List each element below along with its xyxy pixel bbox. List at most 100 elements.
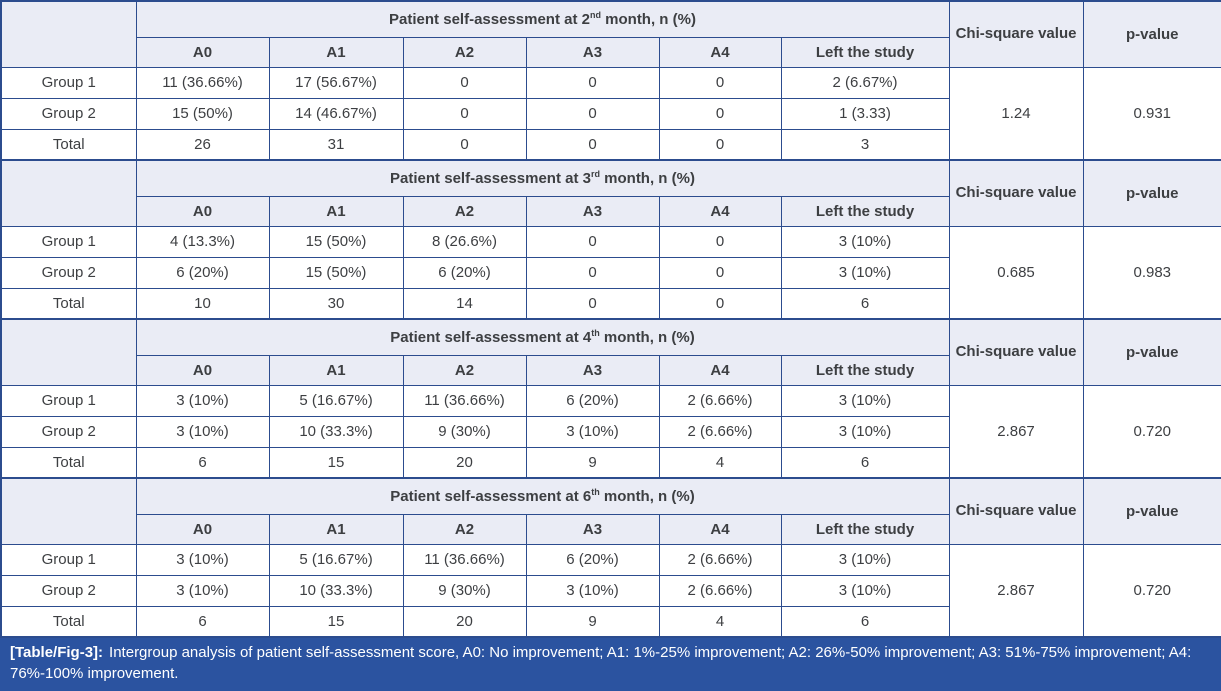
corner-cell xyxy=(0,477,137,545)
column-header-left-study: Left the study xyxy=(780,354,950,386)
row-label: Total xyxy=(0,128,137,161)
column-header-a4: A4 xyxy=(658,195,782,227)
section-title-text: Patient self-assessment at 3 xyxy=(390,169,591,187)
caption-text: Intergroup analysis of patient self-asse… xyxy=(10,644,1192,682)
value-cell: 6 xyxy=(780,287,950,320)
p-value-header: p-value xyxy=(1082,159,1221,227)
column-header-a2: A2 xyxy=(402,195,527,227)
value-cell: 31 xyxy=(268,128,404,161)
table-row: Total 6 15 20 9 4 6 xyxy=(0,446,1221,479)
value-cell: 26 xyxy=(135,128,270,161)
value-cell: 3 (10%) xyxy=(780,574,950,607)
value-cell: 2 (6.67%) xyxy=(780,66,950,99)
section-title: Patient self-assessment at 3rd month, n … xyxy=(135,159,950,197)
value-cell: 8 (26.6%) xyxy=(402,225,527,258)
column-header-a1: A1 xyxy=(268,195,404,227)
value-cell: 6 xyxy=(135,605,270,638)
column-header-a1: A1 xyxy=(268,354,404,386)
column-header-a0: A0 xyxy=(135,195,270,227)
row-label: Group 2 xyxy=(0,415,137,448)
table-row: Group 2 15 (50%) 14 (46.67%) 0 0 0 1 (3.… xyxy=(0,97,1221,130)
assessment-table: Patient self-assessment at 2nd month, n … xyxy=(0,0,1221,638)
column-header-a4: A4 xyxy=(658,354,782,386)
value-cell: 6 (20%) xyxy=(402,256,527,289)
value-cell: 0 xyxy=(658,287,782,320)
value-cell: 6 (20%) xyxy=(135,256,270,289)
table-row: Group 2 3 (10%) 10 (33.3%) 9 (30%) 3 (10… xyxy=(0,574,1221,607)
value-cell: 3 (10%) xyxy=(780,384,950,417)
chi-square-value: 1.24 xyxy=(948,66,1084,161)
value-cell: 10 (33.3%) xyxy=(268,415,404,448)
chi-square-header: Chi-square value xyxy=(948,477,1084,545)
value-cell: 6 (20%) xyxy=(525,384,660,417)
section-title-suffix: month, n (%) xyxy=(599,169,695,187)
value-cell: 15 xyxy=(268,605,404,638)
ordinal-superscript: th xyxy=(591,327,600,338)
value-cell: 0 xyxy=(525,128,660,161)
section-3rd-month: Patient self-assessment at 3rd month, n … xyxy=(0,159,1221,320)
value-cell: 9 xyxy=(525,605,660,638)
value-cell: 6 xyxy=(135,446,270,479)
section-title-text: Patient self-assessment at 2 xyxy=(389,10,590,28)
corner-cell xyxy=(0,318,137,386)
section-title-suffix: month, n (%) xyxy=(599,328,695,346)
value-cell: 3 xyxy=(780,128,950,161)
column-header-a4: A4 xyxy=(658,513,782,545)
value-cell: 2 (6.66%) xyxy=(658,543,782,576)
row-label: Total xyxy=(0,605,137,638)
p-value-header: p-value xyxy=(1082,318,1221,386)
column-header-a2: A2 xyxy=(402,36,527,68)
value-cell: 15 (50%) xyxy=(135,97,270,130)
column-header-a3: A3 xyxy=(525,36,660,68)
row-label: Group 1 xyxy=(0,225,137,258)
value-cell: 30 xyxy=(268,287,404,320)
ordinal-superscript: rd xyxy=(590,168,600,179)
ordinal-superscript: nd xyxy=(589,9,601,20)
column-header-a1: A1 xyxy=(268,513,404,545)
value-cell: 1 (3.33) xyxy=(780,97,950,130)
row-label: Group 1 xyxy=(0,66,137,99)
chi-square-header: Chi-square value xyxy=(948,159,1084,227)
value-cell: 3 (10%) xyxy=(135,415,270,448)
corner-cell xyxy=(0,159,137,227)
value-cell: 2 (6.66%) xyxy=(658,574,782,607)
value-cell: 6 xyxy=(780,446,950,479)
value-cell: 6 (20%) xyxy=(525,543,660,576)
p-value: 0.720 xyxy=(1082,543,1221,638)
value-cell: 0 xyxy=(525,66,660,99)
row-label: Group 2 xyxy=(0,256,137,289)
corner-cell xyxy=(0,0,137,68)
column-header-a3: A3 xyxy=(525,513,660,545)
p-value: 0.931 xyxy=(1082,66,1221,161)
p-value-header: p-value xyxy=(1082,477,1221,545)
column-header-a0: A0 xyxy=(135,36,270,68)
value-cell: 3 (10%) xyxy=(780,415,950,448)
value-cell: 14 (46.67%) xyxy=(268,97,404,130)
column-header-a3: A3 xyxy=(525,354,660,386)
value-cell: 0 xyxy=(525,287,660,320)
value-cell: 15 xyxy=(268,446,404,479)
section-title-text: Patient self-assessment at 4 xyxy=(390,328,592,346)
section-4th-month: Patient self-assessment at 4th month, n … xyxy=(0,318,1221,479)
value-cell: 11 (36.66%) xyxy=(402,543,527,576)
value-cell: 3 (10%) xyxy=(135,574,270,607)
column-header-a2: A2 xyxy=(402,513,527,545)
column-header-a0: A0 xyxy=(135,354,270,386)
table-row: Group 1 11 (36.66%) 17 (56.67%) 0 0 0 2 … xyxy=(0,66,1221,161)
section-2nd-month: Patient self-assessment at 2nd month, n … xyxy=(0,0,1221,161)
section-title: Patient self-assessment at 6th month, n … xyxy=(135,477,950,515)
value-cell: 3 (10%) xyxy=(780,225,950,258)
value-cell: 14 xyxy=(402,287,527,320)
value-cell: 0 xyxy=(658,66,782,99)
value-cell: 0 xyxy=(658,256,782,289)
section-title-suffix: month, n (%) xyxy=(600,10,696,28)
value-cell: 4 xyxy=(658,446,782,479)
value-cell: 4 (13.3%) xyxy=(135,225,270,258)
column-header-a3: A3 xyxy=(525,195,660,227)
p-value: 0.983 xyxy=(1082,225,1221,320)
table-row: Group 1 3 (10%) 5 (16.67%) 11 (36.66%) 6… xyxy=(0,543,1221,638)
figure-caption: [Table/Fig-3]: Intergroup analysis of pat… xyxy=(0,638,1221,691)
value-cell: 10 xyxy=(135,287,270,320)
row-label: Group 1 xyxy=(0,384,137,417)
p-value-header: p-value xyxy=(1082,0,1221,68)
